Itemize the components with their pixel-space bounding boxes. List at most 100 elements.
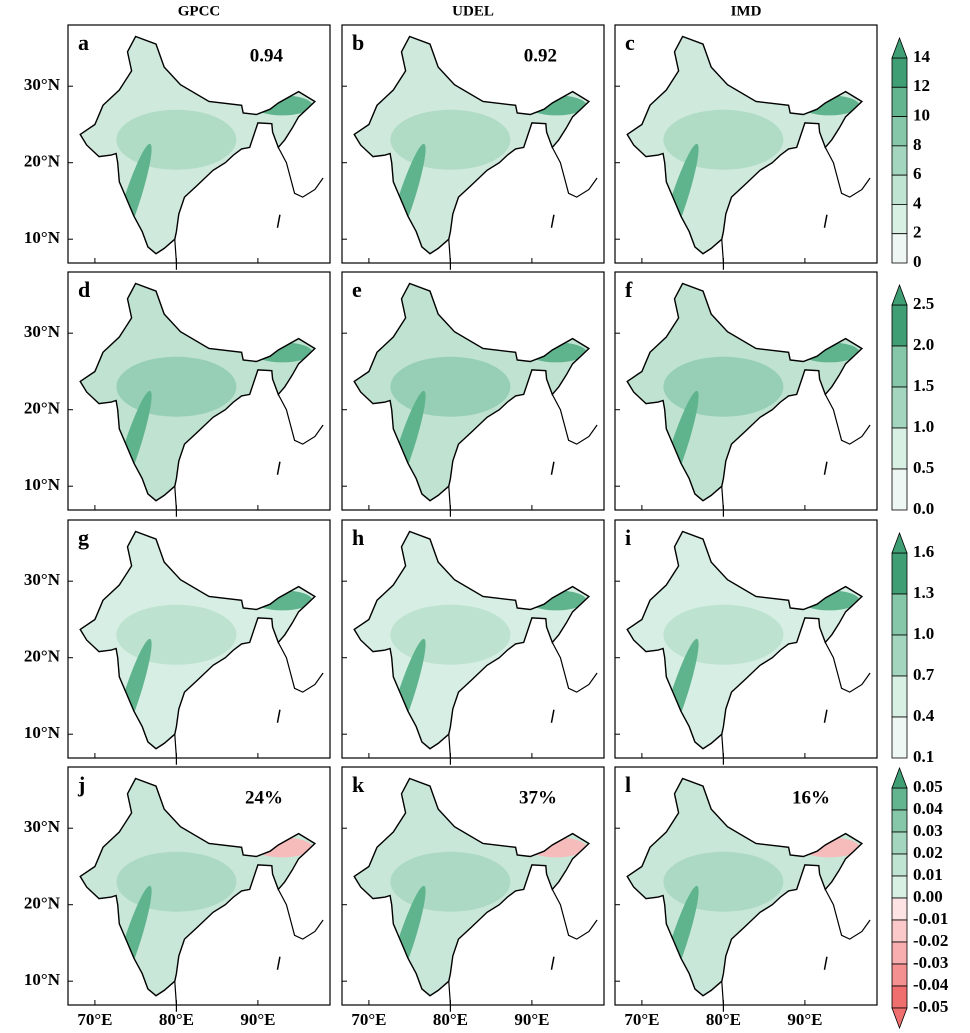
island xyxy=(550,461,555,475)
colorbar-tick-label: 0.01 xyxy=(913,865,943,884)
x-axis-label: 90°E xyxy=(514,1010,549,1029)
india-border xyxy=(353,35,591,255)
colorbar-segment xyxy=(891,233,908,264)
colorbar-segment xyxy=(891,809,908,833)
shade xyxy=(390,356,511,417)
colorbar-tick-label: 6 xyxy=(913,164,922,183)
colorbar-segment xyxy=(891,427,908,470)
panel-annotation: 0.92 xyxy=(524,45,557,66)
india-border xyxy=(79,282,317,502)
colorbar-segment xyxy=(891,552,908,595)
colorbar-segment xyxy=(891,174,908,205)
shade xyxy=(663,604,784,665)
india-border xyxy=(353,282,591,502)
colorbar-tick-label: -0.01 xyxy=(913,909,948,928)
neighbour-border xyxy=(551,889,598,940)
x-axis-label: 90°E xyxy=(240,1010,275,1029)
colorbar-tick-label: 8 xyxy=(913,135,922,154)
neighbour-border xyxy=(824,642,871,693)
shade xyxy=(116,356,237,417)
y-axis-label: 20°N xyxy=(24,894,61,913)
island xyxy=(823,956,828,970)
india-border xyxy=(626,777,864,997)
panel-letter: a xyxy=(78,30,89,55)
panel-annotation: 16% xyxy=(792,787,830,808)
panel-letter: k xyxy=(352,772,365,797)
colorbar-segment xyxy=(891,963,908,987)
india-border xyxy=(626,530,864,750)
island xyxy=(276,461,281,475)
colorbar-arrow xyxy=(891,36,908,59)
y-axis-label: 30°N xyxy=(24,322,61,341)
colorbar-segment xyxy=(891,145,908,176)
island xyxy=(823,214,828,228)
map-panel: b 0.92 xyxy=(341,24,605,270)
y-axis-label: 20°N xyxy=(24,647,61,666)
colorbar-tick-label: 0 xyxy=(913,252,922,271)
panel-letter: f xyxy=(625,277,633,302)
colorbar-arrow xyxy=(891,283,908,306)
map-panel: a 0.94 xyxy=(67,24,331,270)
colorbar-segment xyxy=(891,787,908,811)
colorbar-tick-label: 10 xyxy=(913,105,930,124)
colorbar-tick-label: 2.5 xyxy=(913,294,934,313)
x-axis-label: 90°E xyxy=(787,1010,822,1029)
panel-letter: g xyxy=(78,525,89,550)
colorbar-tick-label: 1.0 xyxy=(913,624,934,643)
island xyxy=(276,709,281,723)
island xyxy=(550,214,555,228)
map-panel: k 37% xyxy=(341,766,605,1012)
panel-letter: j xyxy=(77,772,85,797)
colorbar-tick-label: 0.00 xyxy=(913,887,943,906)
column-title: GPCC xyxy=(178,3,221,19)
y-axis-label: 30°N xyxy=(24,570,61,589)
colorbar-tick-label: -0.02 xyxy=(913,931,948,950)
x-axis-label: 70°E xyxy=(624,1010,659,1029)
colorbar-tick-label: 2.0 xyxy=(913,335,934,354)
colorbar-segment xyxy=(891,985,908,1009)
island xyxy=(550,956,555,970)
colorbar-tick-label: 0.04 xyxy=(913,799,943,818)
y-axis-label: 30°N xyxy=(24,817,61,836)
y-axis-label: 20°N xyxy=(24,152,61,171)
colorbar-tick-label: 1.0 xyxy=(913,417,934,436)
india-border xyxy=(626,282,864,502)
panel-letter: h xyxy=(352,525,364,550)
colorbar-arrow xyxy=(891,1007,908,1030)
panel-letter: d xyxy=(78,277,90,302)
panel-annotation: 24% xyxy=(245,787,283,808)
neighbour-border xyxy=(277,147,324,198)
colorbar-tick-label: 0.03 xyxy=(913,821,943,840)
india-border xyxy=(353,777,591,997)
colorbar-tick-label: 0.4 xyxy=(913,706,935,725)
colorbar-segment xyxy=(891,116,908,147)
map-panel: d xyxy=(67,271,331,517)
india-border xyxy=(353,530,591,750)
neighbour-border xyxy=(824,147,871,198)
panel-letter: b xyxy=(352,30,364,55)
panel-letter: e xyxy=(352,277,362,302)
india-border xyxy=(79,530,317,750)
map-panel: e xyxy=(341,271,605,517)
colorbar-tick-label: -0.04 xyxy=(913,975,949,994)
neighbour-border xyxy=(277,642,324,693)
colorbar-segment xyxy=(891,386,908,429)
y-axis-label: 30°N xyxy=(24,75,61,94)
x-axis-label: 70°E xyxy=(351,1010,386,1029)
colorbar-tick-label: 0.0 xyxy=(913,499,934,518)
shade xyxy=(390,851,511,912)
map-panel: g xyxy=(67,519,331,765)
shade xyxy=(390,604,511,665)
colorbar-tick-label: 1.5 xyxy=(913,376,934,395)
x-axis-label: 80°E xyxy=(706,1010,741,1029)
india-border xyxy=(79,35,317,255)
colorbar-segment xyxy=(891,304,908,347)
map-panel: f xyxy=(614,271,878,517)
india-border xyxy=(626,35,864,255)
panel-letter: l xyxy=(625,772,631,797)
colorbar-tick-label: 2 xyxy=(913,223,922,242)
colorbar-segment xyxy=(891,831,908,855)
colorbar-segment xyxy=(891,853,908,877)
map-panel: c xyxy=(614,24,878,270)
